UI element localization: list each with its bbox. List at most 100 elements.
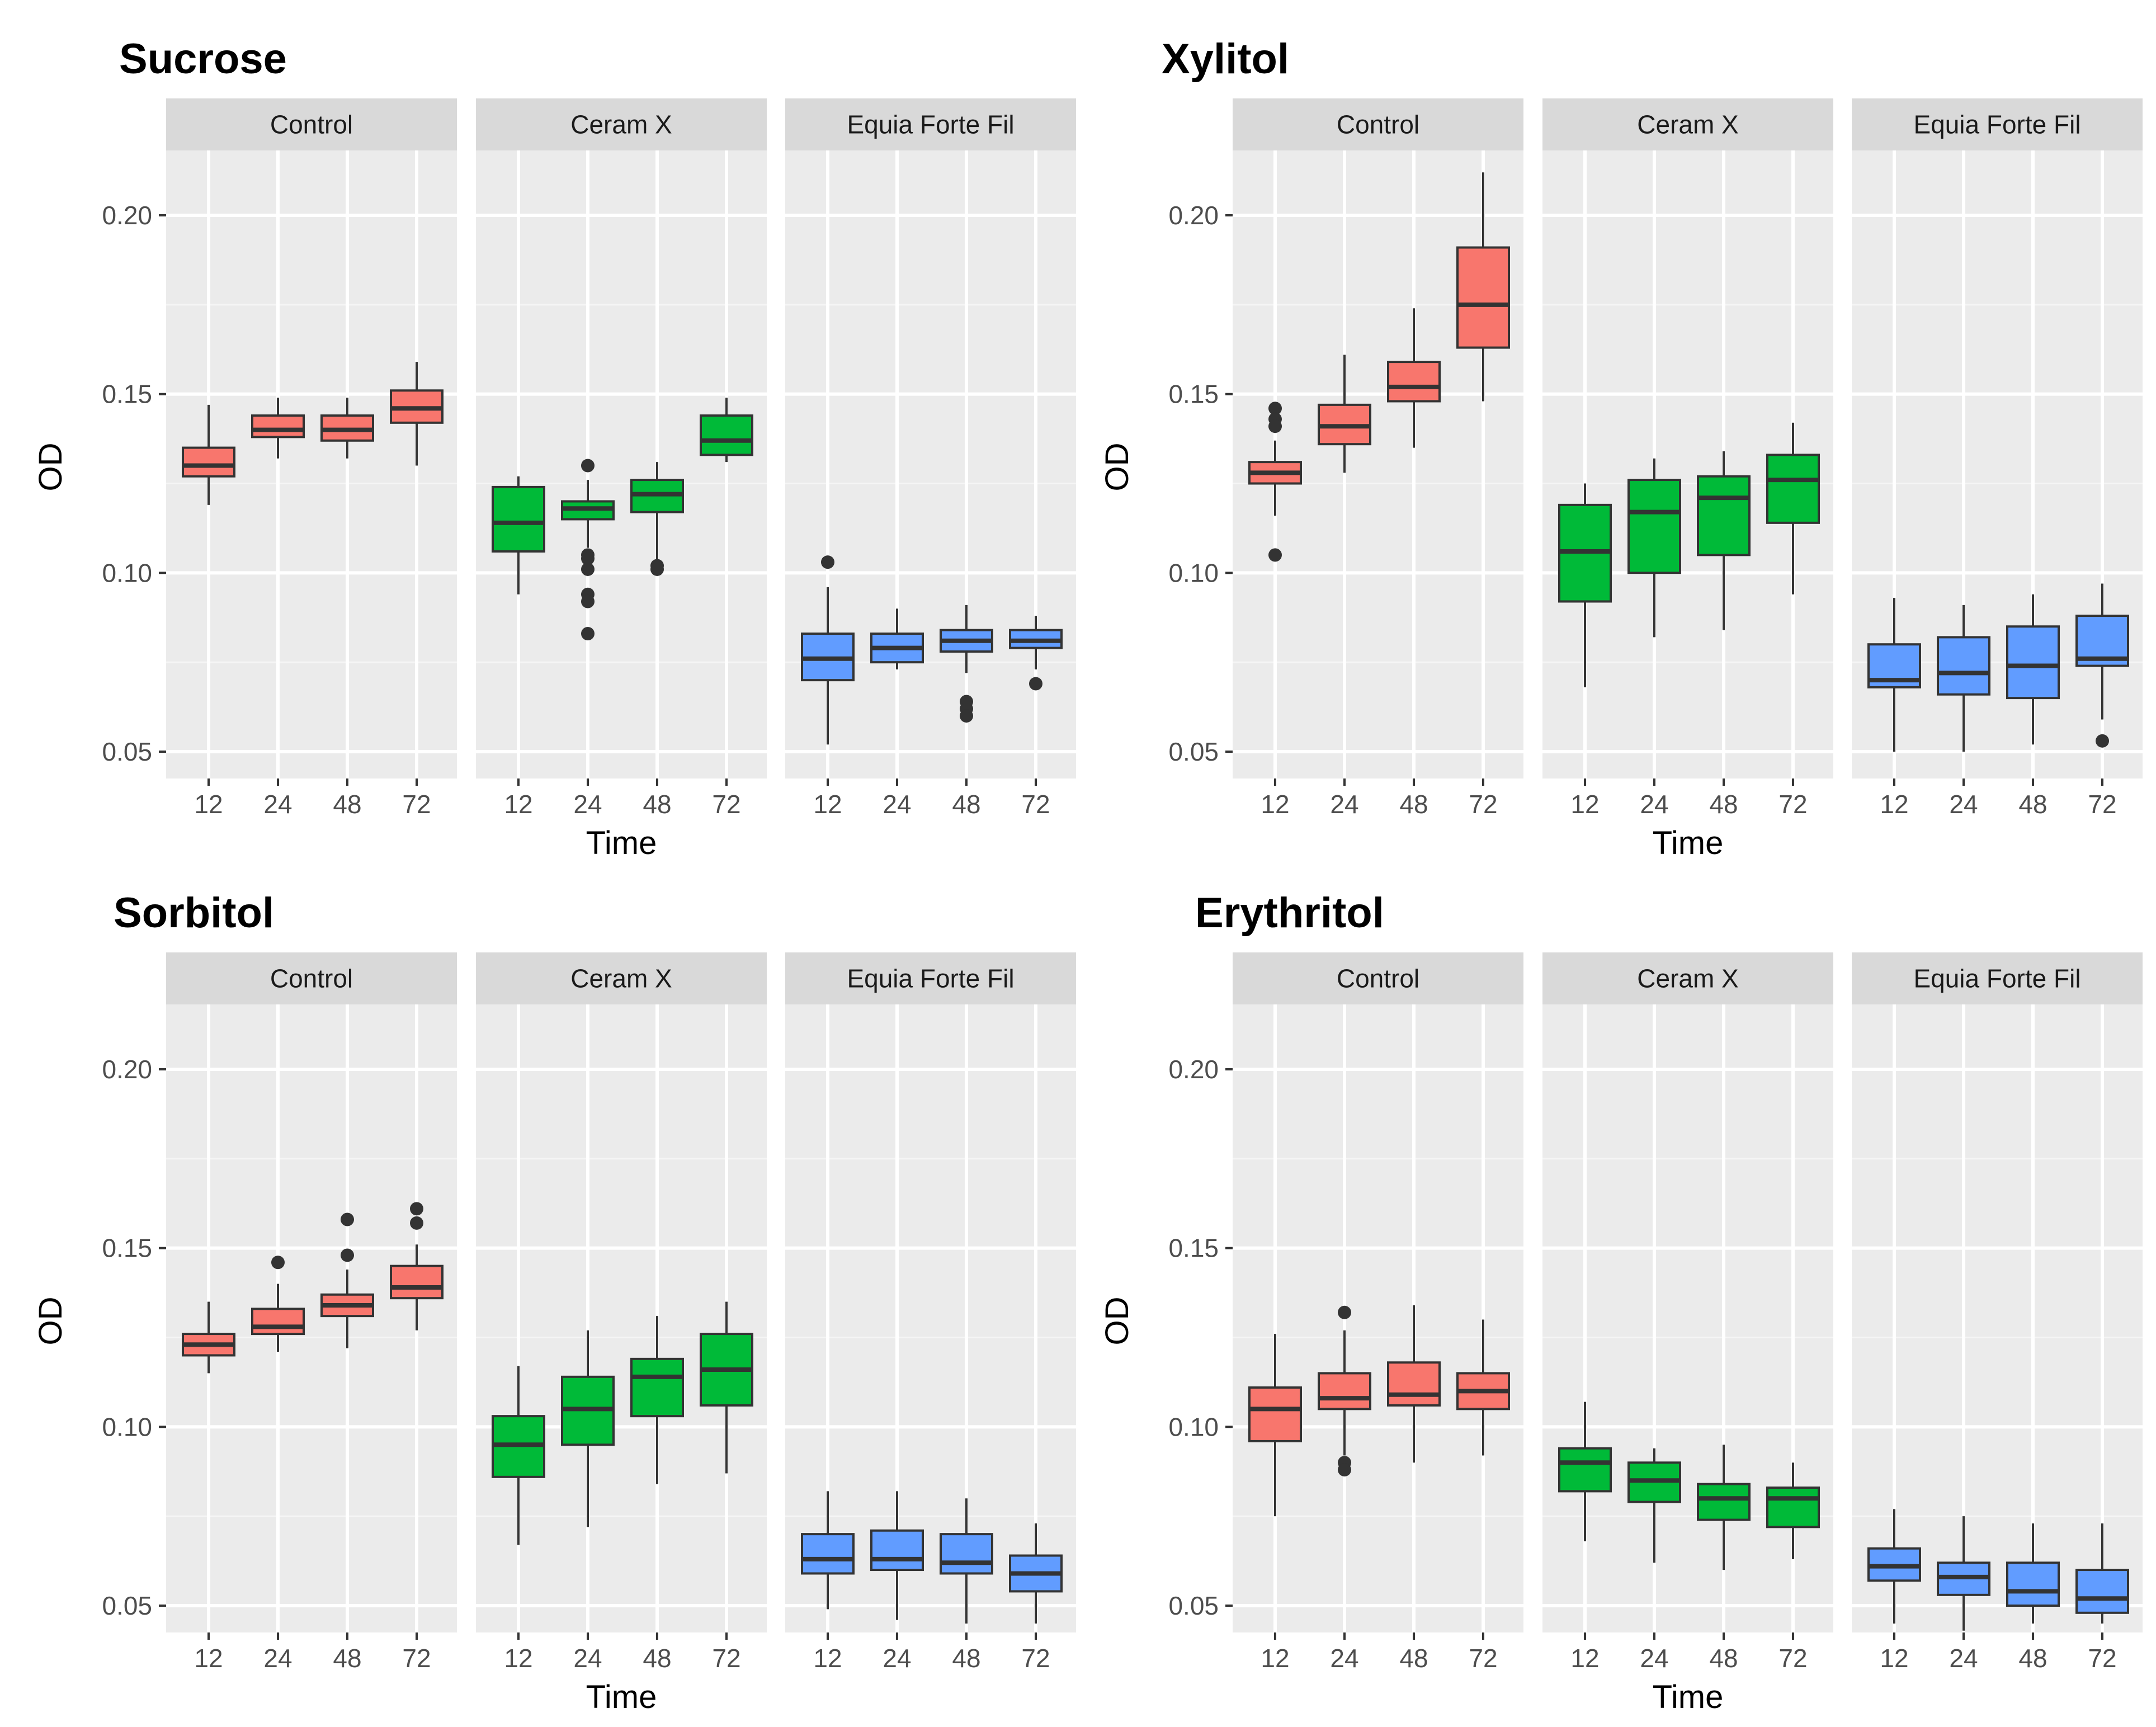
y-tick-label: 0.05 xyxy=(1168,1591,1219,1620)
facet-strip xyxy=(1542,98,1833,150)
x-tick-label: 12 xyxy=(813,790,842,819)
box-12 xyxy=(1248,1334,1302,1517)
facet-label: Control xyxy=(1337,964,1419,993)
x-tick-label: 24 xyxy=(883,1644,911,1673)
box-48 xyxy=(1387,308,1441,448)
x-tick-label: 12 xyxy=(1880,1644,1908,1673)
facet-control: Control 12 24 48 72 xyxy=(1233,952,1523,1673)
box-72 xyxy=(1009,616,1063,691)
x-tick-label: 48 xyxy=(2018,1644,2047,1673)
outlier-point xyxy=(1268,402,1282,416)
box-48 xyxy=(630,462,684,576)
box-12 xyxy=(801,555,855,745)
x-tick-label: 72 xyxy=(1021,1644,1050,1673)
y-axis-label: OD xyxy=(1099,443,1135,492)
box-72 xyxy=(1766,422,1820,594)
facet-label: Ceram X xyxy=(570,964,672,993)
y-axis-label: OD xyxy=(32,1297,69,1346)
facet-label: Equia Forte Fil xyxy=(1913,110,2080,139)
box-iqr xyxy=(1387,1361,1441,1407)
facet-strip xyxy=(1852,952,2143,1004)
box-12 xyxy=(1558,1402,1612,1541)
facet-label: Control xyxy=(1337,110,1419,139)
x-tick-label: 12 xyxy=(1570,1644,1599,1673)
box-72 xyxy=(390,362,444,466)
box-72 xyxy=(1456,1319,1510,1456)
x-tick-label: 48 xyxy=(1399,1644,1428,1673)
outlier-point xyxy=(1338,1463,1351,1477)
box-72 xyxy=(1766,1462,1820,1559)
x-tick-label: 72 xyxy=(1021,790,1050,819)
box-48 xyxy=(1697,1445,1751,1570)
x-axis-label: Time xyxy=(1653,825,1724,861)
box-72 xyxy=(2075,583,2129,748)
panel-background xyxy=(476,150,767,778)
box-48 xyxy=(320,398,374,459)
x-tick-label: 24 xyxy=(263,1644,292,1673)
box-24 xyxy=(1627,1448,1681,1563)
outlier-point xyxy=(341,1212,354,1226)
facet-strip xyxy=(166,952,457,1004)
outlier-point xyxy=(581,627,595,641)
box-iqr xyxy=(630,1357,684,1418)
x-tick-label: 12 xyxy=(194,1644,223,1673)
x-tick-label: 12 xyxy=(1570,790,1599,819)
box-24 xyxy=(1627,458,1681,638)
outlier-point xyxy=(410,1202,423,1216)
x-tick-label: 12 xyxy=(504,790,532,819)
y-tick-label: 0.15 xyxy=(102,1234,152,1263)
outlier-point xyxy=(1029,677,1042,691)
y-tick-label: 0.15 xyxy=(1168,380,1219,409)
y-tick-label: 0.05 xyxy=(1168,737,1219,766)
box-24 xyxy=(870,608,924,669)
x-tick-label: 24 xyxy=(573,790,602,819)
chart-sucrose: Sucrose 0.05 0.10 0.15 0.20 OD Control 12 24 48 72… xyxy=(32,35,1076,861)
box-72 xyxy=(2075,1523,2129,1624)
x-tick-label: 48 xyxy=(1709,1644,1738,1673)
box-72 xyxy=(1456,172,1510,402)
panel-background xyxy=(1852,1004,2143,1632)
chart-title: Erythritol xyxy=(1195,889,1384,937)
x-tick-label: 72 xyxy=(712,1644,740,1673)
y-tick-label: 0.05 xyxy=(102,1591,152,1620)
box-72 xyxy=(700,1301,753,1474)
box-12 xyxy=(1558,483,1612,687)
facet-strip xyxy=(785,98,1076,150)
x-tick-label: 12 xyxy=(813,1644,842,1673)
outlier-point xyxy=(581,594,595,608)
box-72 xyxy=(390,1202,444,1330)
y-tick-label: 0.20 xyxy=(102,1055,152,1084)
x-tick-label: 24 xyxy=(1640,790,1668,819)
chart-sorbitol: Sorbitol 0.05 0.10 0.15 0.20 OD Control 12 24 48 7… xyxy=(32,889,1076,1715)
x-tick-label: 24 xyxy=(1949,1644,1978,1673)
x-tick-label: 48 xyxy=(952,790,980,819)
x-tick-label: 48 xyxy=(643,1644,671,1673)
y-tick-label: 0.10 xyxy=(102,1412,152,1441)
panel-background xyxy=(166,1004,457,1632)
box-iqr xyxy=(182,446,235,478)
box-iqr xyxy=(1937,636,1990,696)
box-iqr xyxy=(1697,475,1751,556)
facet-strip xyxy=(1852,98,2143,150)
box-12 xyxy=(492,476,545,594)
x-tick-label: 48 xyxy=(952,1644,980,1673)
box-iqr xyxy=(940,1533,993,1575)
box-12 xyxy=(492,1366,545,1545)
y-tick-label: 0.10 xyxy=(1168,558,1219,587)
facet-ceram-x: Ceram X 12 24 48 72 xyxy=(1542,952,1833,1673)
x-tick-label: 72 xyxy=(2088,790,2116,819)
box-iqr xyxy=(870,1529,924,1572)
outlier-point xyxy=(271,1256,285,1270)
outlier-point xyxy=(341,1248,354,1262)
facet-label: Ceram X xyxy=(1637,964,1738,993)
facet-strip xyxy=(476,98,767,150)
facet-strip xyxy=(166,98,457,150)
box-24 xyxy=(870,1491,924,1620)
x-tick-label: 24 xyxy=(1949,790,1978,819)
box-24 xyxy=(1318,1305,1371,1477)
x-tick-label: 24 xyxy=(263,790,292,819)
box-iqr xyxy=(1766,1487,1820,1528)
box-12 xyxy=(182,404,235,505)
x-axis-label: Time xyxy=(586,825,657,861)
chart-title: Sorbitol xyxy=(114,889,274,937)
